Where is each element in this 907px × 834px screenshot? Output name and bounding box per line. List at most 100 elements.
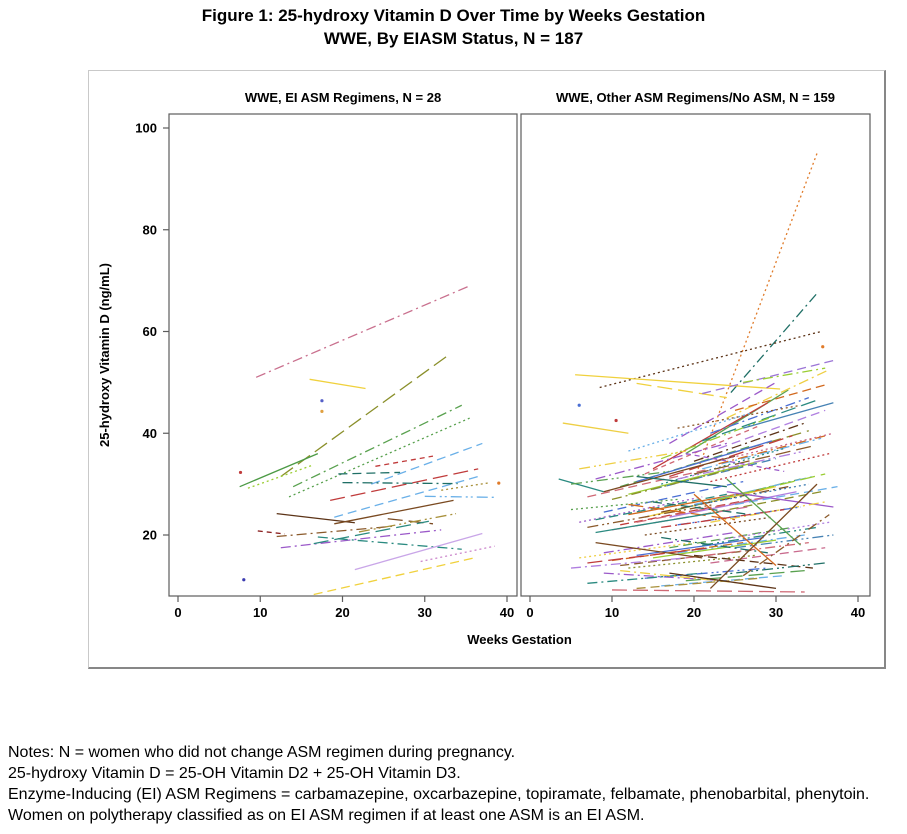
trend-line [677, 404, 801, 429]
trend-line [743, 367, 826, 384]
trend-line [709, 483, 818, 589]
trend-line [575, 374, 781, 390]
note-line-1: Notes: N = women who did not change ASM … [8, 744, 516, 761]
data-point [320, 399, 324, 403]
trend-line [677, 506, 801, 526]
x-axis-tick-label: 0 [526, 605, 533, 620]
panel-series-group [238, 285, 501, 596]
trend-line [387, 518, 434, 525]
trend-line [636, 382, 727, 399]
trend-line [702, 437, 822, 470]
data-point [242, 578, 246, 582]
trend-line [726, 369, 830, 419]
trend-line [611, 589, 805, 593]
x-axis-tick-label: 10 [253, 605, 267, 620]
trend-line [603, 455, 736, 493]
trend-line [636, 440, 773, 483]
trend-line [644, 567, 768, 579]
y-axis-title: 25-hydroxy Vitamin D (ng/mL) [97, 263, 112, 447]
trend-line [685, 389, 789, 455]
y-axis-tick-label: 40 [143, 426, 157, 441]
trend-line [660, 414, 777, 460]
trend-line [669, 526, 793, 549]
x-axis-tick-label: 30 [418, 605, 432, 620]
trend-line [652, 539, 777, 559]
trend-line [743, 402, 834, 429]
trend-line [558, 478, 604, 493]
y-axis-tick-label: 60 [143, 324, 157, 339]
trend-line [280, 353, 450, 478]
data-point [238, 470, 243, 475]
trend-line [255, 285, 471, 378]
trend-line [562, 422, 629, 434]
trend-line [702, 358, 838, 395]
trend-line [652, 501, 752, 516]
trend-line [636, 475, 727, 488]
trend-line [685, 483, 809, 508]
trend-line [710, 452, 830, 483]
trend-line [354, 532, 483, 571]
trend-line [330, 468, 479, 502]
trend-line [628, 412, 752, 452]
trend-line [710, 562, 826, 577]
trend-line [599, 330, 822, 389]
trend-line [718, 435, 826, 465]
trend-line [730, 292, 818, 393]
trend-line [669, 435, 793, 478]
x-axis-tick-label: 10 [605, 605, 619, 620]
trend-line [342, 481, 458, 485]
trend-line [595, 493, 727, 521]
trend-line [710, 547, 826, 564]
trend-line [628, 503, 736, 521]
trend-line [595, 541, 703, 559]
trend-line [702, 526, 818, 546]
y-axis-tick-label: 100 [135, 121, 157, 136]
panel-border [520, 113, 871, 597]
trend-line [280, 529, 442, 549]
figure-title-line1: Figure 1: 25-hydroxy Vitamin D Over Time… [201, 6, 706, 25]
trend-line [276, 512, 355, 524]
trend-line [636, 577, 760, 590]
figure-title-line2: WWE, By EIASM Status, N = 187 [323, 29, 584, 48]
trend-line [636, 536, 764, 556]
vitamin-d-spaghetti-chart: WWE, EI ASM Regimens, N = 28 0 10 20 30 40 WWE… [97, 90, 871, 647]
trend-line [247, 464, 314, 489]
data-point [577, 403, 581, 407]
trend-line [338, 471, 401, 475]
trend-line [628, 554, 756, 569]
trend-line [371, 442, 483, 485]
x-axis-title: Weeks Gestation [467, 632, 572, 647]
trend-line [579, 450, 686, 470]
trend-line [620, 549, 752, 567]
trend-line [701, 399, 818, 442]
trend-line [587, 503, 715, 529]
note-line-3: Enzyme-Inducing (EI) ASM Regimens = carb… [8, 786, 870, 803]
trend-line [734, 384, 826, 411]
note-line-2: 25-hydroxy Vitamin D = 25-OH Vitamin D2 … [8, 765, 461, 782]
trend-line [693, 493, 777, 567]
y-axis-tick-label: 20 [143, 528, 157, 543]
panel-header: WWE, Other ASM Regimens/No ASM, N = 159 [556, 90, 835, 105]
trend-line [669, 491, 797, 518]
trend-line [313, 557, 475, 596]
trend-line [661, 486, 789, 513]
trend-line [441, 481, 491, 491]
figure-title: Figure 1: 25-hydroxy Vitamin D Over Time… [0, 4, 907, 50]
panel-border [168, 113, 518, 597]
trend-line [375, 455, 434, 467]
plot-frame: WWE, EI ASM Regimens, N = 28 0 10 20 30 40 WWE… [88, 70, 886, 669]
y-axis-tick-label: 80 [143, 222, 157, 237]
x-axis-tick-label: 30 [769, 605, 783, 620]
trend-line [292, 404, 463, 488]
x-axis-tick-label: 40 [851, 605, 865, 620]
figure-notes: Notes: N = women who did not change ASM … [8, 742, 907, 826]
x-axis-tick-label: 20 [335, 605, 349, 620]
trend-line [677, 534, 805, 554]
trend-line [726, 432, 834, 460]
trend-line [570, 470, 670, 485]
x-axis-tick-label: 40 [500, 605, 514, 620]
x-axis-tick-label: 0 [174, 605, 181, 620]
data-point [614, 418, 618, 423]
trend-line [313, 520, 429, 545]
trend-line [718, 473, 826, 501]
